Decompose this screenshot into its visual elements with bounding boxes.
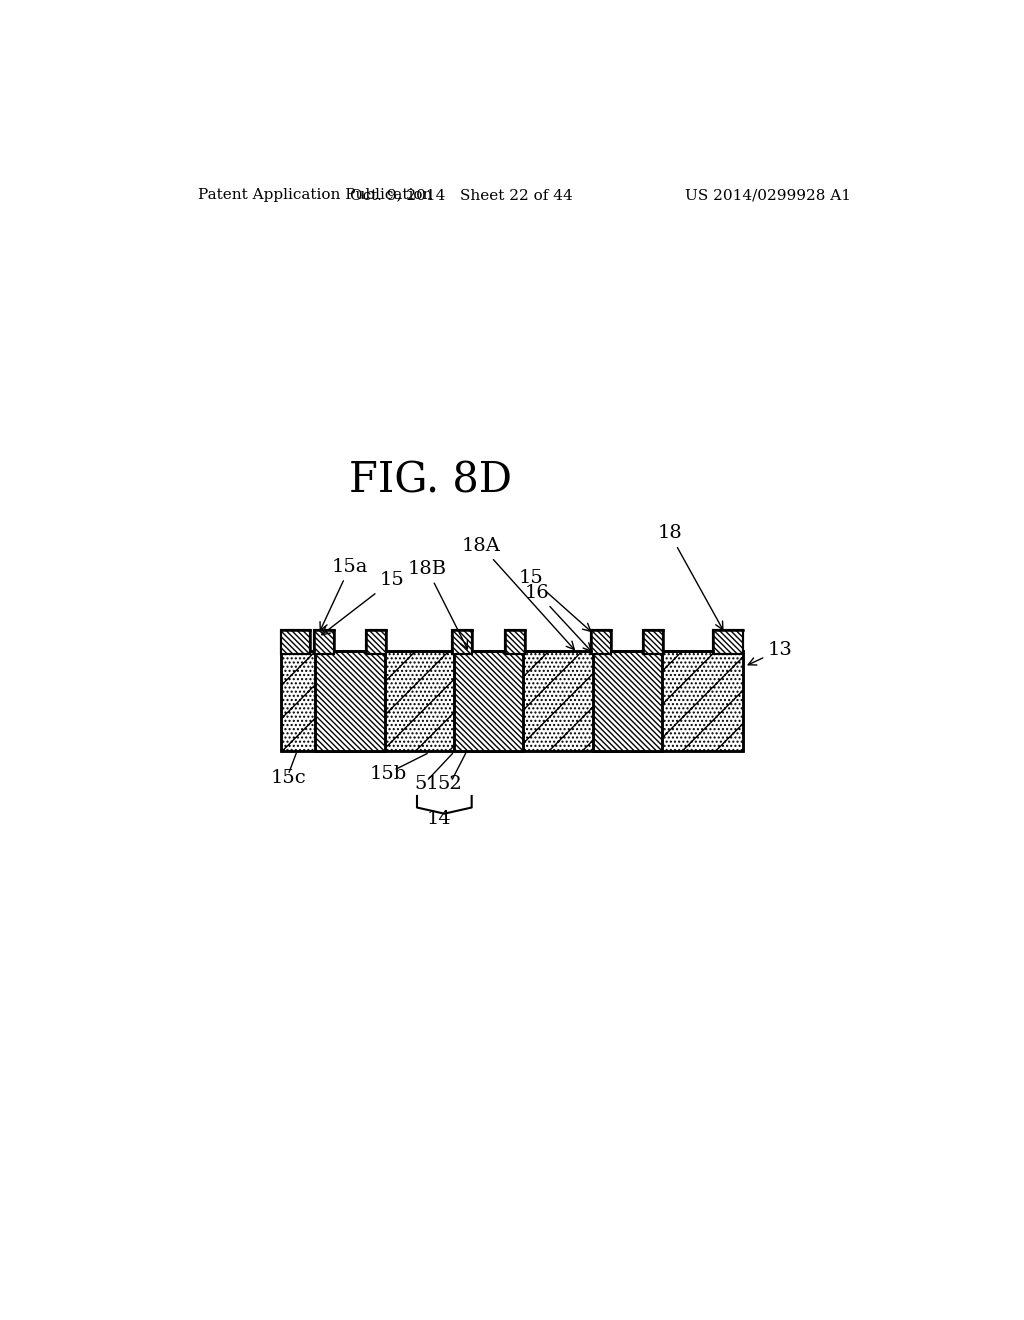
Polygon shape — [591, 630, 611, 653]
Text: 16: 16 — [524, 583, 591, 651]
Polygon shape — [281, 651, 742, 751]
Text: 52: 52 — [437, 775, 463, 792]
Text: 18: 18 — [657, 524, 723, 630]
Text: Oct. 9, 2014   Sheet 22 of 44: Oct. 9, 2014 Sheet 22 of 44 — [350, 189, 573, 202]
Text: Patent Application Publication: Patent Application Publication — [199, 189, 433, 202]
Text: US 2014/0299928 A1: US 2014/0299928 A1 — [685, 189, 851, 202]
Polygon shape — [313, 630, 334, 653]
Text: 18B: 18B — [408, 560, 467, 649]
Text: 15a: 15a — [321, 557, 369, 631]
Text: 51: 51 — [415, 775, 439, 792]
Text: 13: 13 — [749, 640, 793, 665]
Text: 18A: 18A — [462, 537, 574, 649]
Polygon shape — [367, 630, 386, 653]
Text: 15: 15 — [518, 569, 591, 631]
Polygon shape — [643, 630, 664, 653]
Polygon shape — [453, 630, 472, 653]
Polygon shape — [505, 630, 524, 653]
Polygon shape — [281, 630, 310, 653]
Polygon shape — [593, 651, 662, 751]
Polygon shape — [315, 651, 385, 751]
Text: 14: 14 — [426, 810, 451, 828]
Text: 15c: 15c — [270, 770, 306, 787]
Text: FIG. 8D: FIG. 8D — [349, 459, 512, 502]
Polygon shape — [454, 651, 523, 751]
Text: 15: 15 — [322, 572, 404, 635]
Polygon shape — [714, 630, 742, 653]
Text: 15b: 15b — [370, 766, 408, 783]
